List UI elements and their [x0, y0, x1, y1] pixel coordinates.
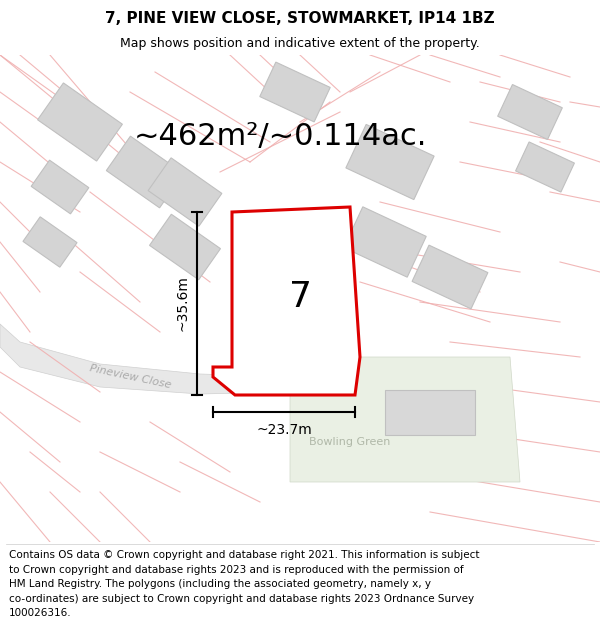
Polygon shape: [260, 62, 330, 122]
Polygon shape: [412, 245, 488, 309]
Text: to Crown copyright and database rights 2023 and is reproduced with the permissio: to Crown copyright and database rights 2…: [9, 565, 464, 575]
Text: Contains OS data © Crown copyright and database right 2021. This information is : Contains OS data © Crown copyright and d…: [9, 550, 479, 560]
Polygon shape: [346, 124, 434, 199]
Polygon shape: [290, 357, 520, 482]
Text: 100026316.: 100026316.: [9, 608, 71, 618]
Polygon shape: [213, 207, 360, 395]
Text: ~35.6m: ~35.6m: [176, 276, 190, 331]
Polygon shape: [31, 160, 89, 214]
Polygon shape: [149, 214, 220, 280]
Polygon shape: [385, 389, 475, 434]
Polygon shape: [0, 324, 290, 394]
Polygon shape: [344, 207, 426, 277]
Text: ~23.7m: ~23.7m: [256, 423, 312, 437]
Polygon shape: [106, 136, 184, 208]
Text: Map shows position and indicative extent of the property.: Map shows position and indicative extent…: [120, 38, 480, 51]
Text: Pineview Close: Pineview Close: [88, 364, 172, 391]
Polygon shape: [148, 158, 222, 226]
Text: 7, PINE VIEW CLOSE, STOWMARKET, IP14 1BZ: 7, PINE VIEW CLOSE, STOWMARKET, IP14 1BZ: [105, 11, 495, 26]
Polygon shape: [515, 142, 574, 192]
Text: HM Land Registry. The polygons (including the associated geometry, namely x, y: HM Land Registry. The polygons (includin…: [9, 579, 431, 589]
Polygon shape: [23, 217, 77, 268]
Text: 7: 7: [289, 280, 311, 314]
Text: co-ordinates) are subject to Crown copyright and database rights 2023 Ordnance S: co-ordinates) are subject to Crown copyr…: [9, 594, 474, 604]
Text: Bowling Green: Bowling Green: [310, 437, 391, 447]
Text: ~462m²/~0.114ac.: ~462m²/~0.114ac.: [133, 122, 427, 151]
Polygon shape: [38, 83, 122, 161]
Polygon shape: [497, 84, 562, 139]
